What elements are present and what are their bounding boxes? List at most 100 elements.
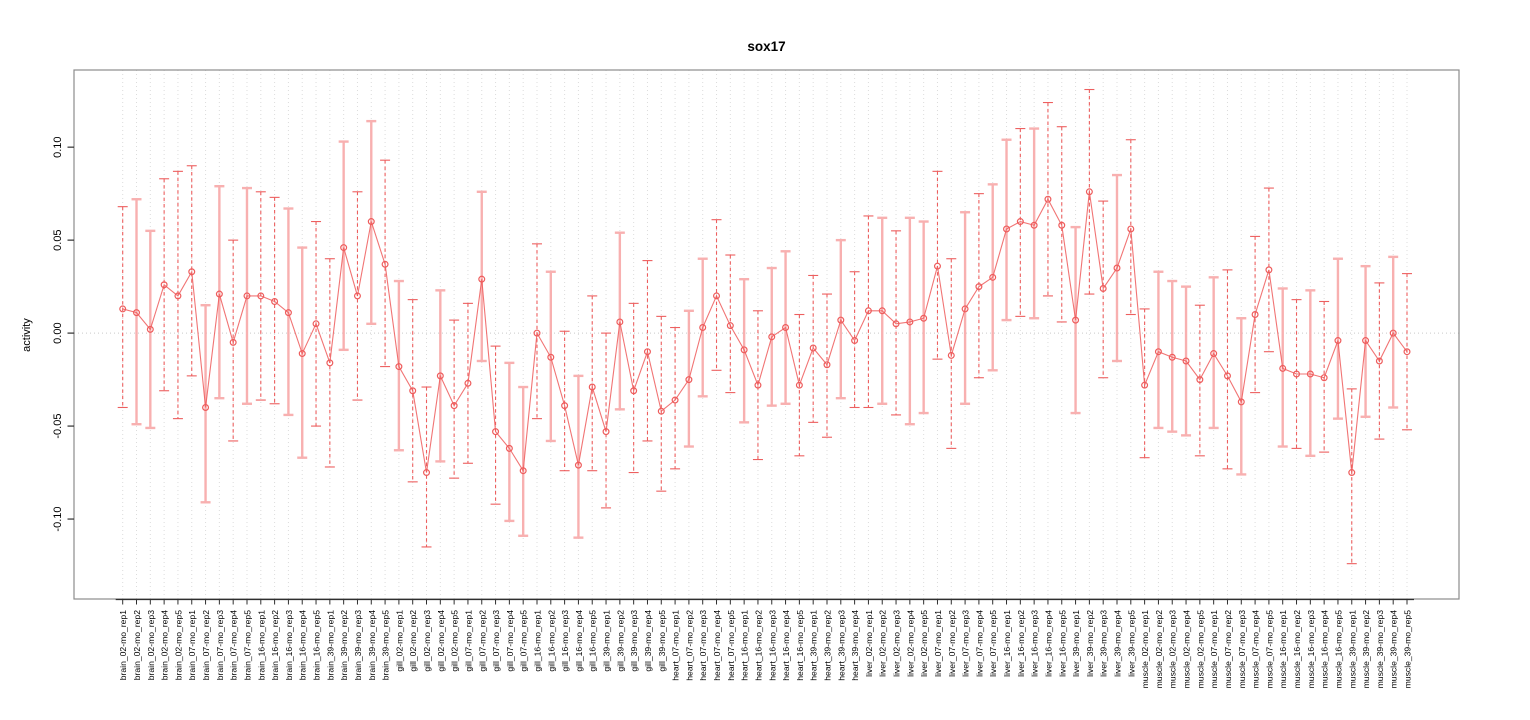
x-category-label: muscle_39-mo_rep3 — [1375, 610, 1385, 689]
x-category-label: gill_16-mo_rep2 — [546, 610, 556, 672]
data-point — [1279, 364, 1287, 372]
x-category-label: gill_16-mo_rep4 — [574, 610, 584, 672]
error-bar — [159, 178, 170, 392]
error-bar — [1332, 257, 1343, 420]
x-category-label: brain_07-mo_rep5 — [242, 610, 252, 680]
x-category-label: muscle_07-mo_rep5 — [1264, 610, 1274, 689]
data-point — [188, 268, 196, 276]
x-category-label: heart_39-mo_rep4 — [850, 610, 860, 681]
x-category-label: gill_07-mo_rep2 — [477, 610, 487, 672]
data-point — [947, 351, 955, 359]
data-point — [1362, 337, 1370, 345]
x-category-label: brain_02-mo_rep1 — [118, 610, 128, 680]
x-category-label: liver_02-mo_rep2 — [878, 610, 888, 677]
y-tick-label: 0.00 — [52, 322, 64, 343]
data-point — [478, 275, 486, 283]
x-category-label: muscle_07-mo_rep4 — [1251, 610, 1261, 689]
data-point — [975, 283, 983, 291]
x-category-label: liver_02-mo_rep1 — [864, 610, 874, 677]
error-bar — [172, 170, 183, 420]
error-bar — [1153, 270, 1164, 430]
x-category-label: gill_02-mo_rep3 — [422, 610, 432, 672]
data-point — [326, 359, 334, 367]
error-bar — [559, 330, 570, 472]
error-bar — [891, 230, 902, 416]
x-category-label: heart_16-mo_rep4 — [781, 610, 791, 681]
x-category-label: brain_07-mo_rep3 — [215, 610, 225, 680]
x-category-label: muscle_16-mo_rep5 — [1333, 610, 1343, 689]
data-point — [588, 383, 596, 391]
data-point — [367, 218, 375, 226]
data-point — [864, 307, 872, 315]
error-bar — [117, 206, 128, 409]
data-point — [602, 428, 610, 436]
x-category-label: gill_39-mo_rep3 — [629, 610, 639, 672]
data-point — [271, 297, 279, 305]
error-bar — [711, 219, 722, 371]
error-bar — [1015, 128, 1026, 317]
x-category-label: liver_16-mo_rep5 — [1057, 610, 1067, 677]
data-point — [1072, 316, 1080, 324]
x-category-label: gill_16-mo_rep5 — [588, 610, 598, 672]
y-tick-label: 0.05 — [52, 229, 64, 250]
x-category-label: heart_16-mo_rep3 — [767, 610, 777, 681]
x-category-label: liver_39-mo_rep3 — [1099, 610, 1109, 677]
error-bar — [186, 165, 197, 377]
data-point — [1306, 370, 1314, 378]
x-category-label: brain_07-mo_rep1 — [187, 610, 197, 680]
error-bar — [283, 207, 294, 417]
x-category-label: liver_02-mo_rep5 — [919, 610, 929, 677]
error-bar — [131, 198, 142, 426]
data-point — [1403, 348, 1411, 356]
x-category-label: heart_07-mo_rep3 — [698, 610, 708, 681]
data-point — [1196, 376, 1204, 384]
data-point — [119, 305, 127, 313]
x-category-label: gill_39-mo_rep1 — [602, 610, 612, 672]
data-point — [1030, 221, 1038, 229]
error-bar — [1167, 279, 1178, 433]
x-category-label: muscle_07-mo_rep1 — [1209, 610, 1219, 689]
error-bar — [269, 196, 280, 405]
error-bar — [932, 170, 943, 360]
error-bar — [1319, 300, 1330, 453]
error-bar — [1236, 317, 1247, 476]
x-category-label: brain_39-mo_rep3 — [353, 610, 363, 680]
error-bar — [449, 319, 460, 479]
data-point — [395, 363, 403, 371]
data-point — [1154, 348, 1162, 356]
error-bar — [821, 293, 832, 438]
x-category-label: muscle_39-mo_rep4 — [1389, 610, 1399, 689]
data-point — [574, 461, 582, 469]
data-point — [284, 309, 292, 317]
x-category-label: muscle_07-mo_rep2 — [1223, 610, 1233, 689]
data-point — [699, 324, 707, 332]
data-point — [643, 348, 651, 356]
x-category-label: heart_39-mo_rep2 — [822, 610, 832, 681]
data-point — [1293, 370, 1301, 378]
x-category-label: liver_39-mo_rep4 — [1112, 610, 1122, 677]
data-point — [409, 387, 417, 395]
data-point — [519, 467, 527, 475]
error-bar — [1388, 255, 1399, 409]
x-category-label: gill_16-mo_rep3 — [560, 610, 570, 672]
x-category-label: brain_02-mo_rep5 — [173, 610, 183, 680]
x-category-label: liver_07-mo_rep3 — [961, 610, 971, 677]
error-bar — [1139, 308, 1150, 459]
x-category-label: heart_16-mo_rep5 — [795, 610, 805, 681]
data-point — [450, 402, 458, 410]
x-category-label: brain_39-mo_rep2 — [339, 610, 349, 680]
data-point — [423, 469, 431, 477]
data-point — [616, 318, 624, 326]
x-category-label: muscle_39-mo_rep5 — [1403, 610, 1413, 689]
error-bar — [1222, 269, 1233, 470]
data-point — [202, 403, 210, 411]
data-point — [464, 379, 472, 387]
data-point — [146, 325, 154, 333]
data-point — [1099, 284, 1107, 292]
data-point — [312, 320, 320, 328]
data-point — [298, 350, 306, 358]
x-category-label: muscle_02-mo_rep4 — [1182, 610, 1192, 689]
x-category-label: gill_39-mo_rep4 — [643, 610, 653, 672]
x-category-label: muscle_02-mo_rep1 — [1140, 610, 1150, 689]
